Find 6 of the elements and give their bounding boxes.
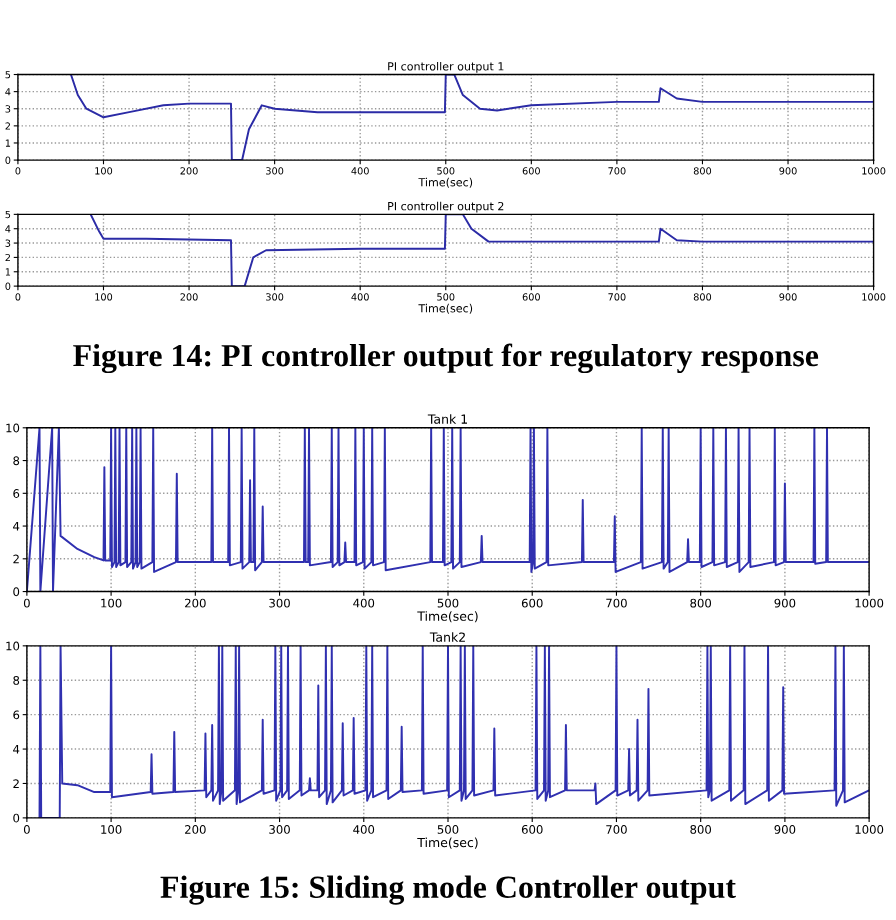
line-series [38, 645, 870, 818]
line-series [89, 214, 874, 287]
caption: Figure 15: Sliding mode Controller output [160, 875, 736, 905]
caption: Figure 14: PI controller output for regulatory response [73, 343, 819, 374]
line-series [26, 427, 870, 592]
line-series [70, 74, 874, 161]
